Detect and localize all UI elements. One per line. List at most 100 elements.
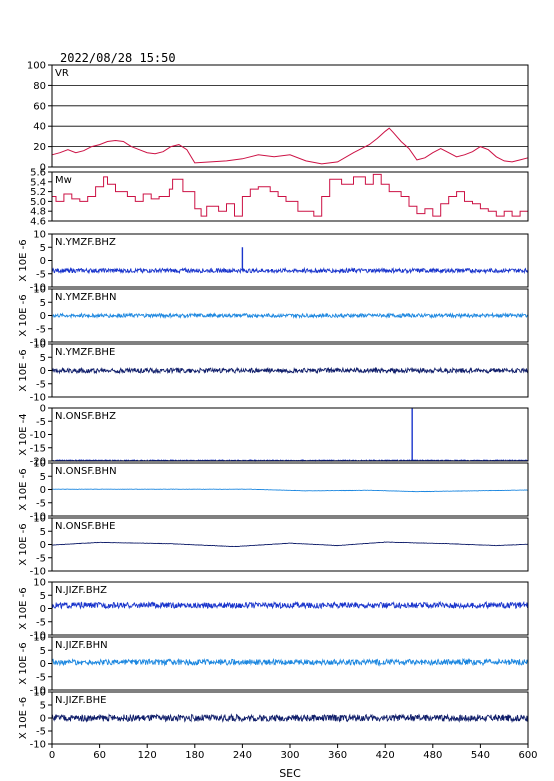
y-tick-label: -20 xyxy=(30,457,46,468)
panel-title: N.ONSF.BHZ xyxy=(55,411,116,422)
y-tick-label: -10 xyxy=(30,740,46,751)
y-tick-label: 0 xyxy=(40,311,46,322)
panel-jizf-bhz: -10 -5 0 5 10 N.JIZF.BHZ X 10E -6 xyxy=(18,578,529,642)
y-tick-label: 100 xyxy=(27,61,46,72)
y-tick-label: -5 xyxy=(36,617,46,628)
y-tick-label: -5 xyxy=(36,553,46,564)
y-tick-label: -5 xyxy=(36,269,46,280)
panel-frame xyxy=(51,64,529,168)
y-tick-label: -5 xyxy=(36,498,46,509)
panel-title: Mw xyxy=(55,175,72,186)
y-tick-label: 5.2 xyxy=(30,187,46,198)
panel-frame xyxy=(51,517,529,572)
y-tick-label: -10 xyxy=(30,430,46,441)
y-tick-label: 5 xyxy=(40,646,46,657)
y-tick-label: -10 xyxy=(30,686,46,697)
y-axis-label: X 10E -6 xyxy=(18,587,29,629)
y-tick-label: -10 xyxy=(30,393,46,404)
panel-onsf-bhz: -20 -15 -10 -5 0 N.ONSF.BHZ X 10E -4 xyxy=(18,404,529,468)
y-tick-label: 5 xyxy=(40,243,46,254)
y-tick-label: 10 xyxy=(33,514,46,525)
panel-title: N.ONSF.BHN xyxy=(55,466,117,477)
y-tick-label: 10 xyxy=(33,230,46,241)
panel-frame xyxy=(51,233,529,288)
panel-title: N.YMZF.BHE xyxy=(55,347,115,358)
x-tick-label: 180 xyxy=(185,750,204,761)
panel-frame xyxy=(51,581,529,636)
y-tick-label: -5 xyxy=(36,727,46,738)
trace-ymzf-bhn xyxy=(51,311,529,320)
y-tick-label: 4.8 xyxy=(30,207,46,218)
y-tick-label: 20 xyxy=(33,142,46,153)
panel-ymzf-bhe: -10 -5 0 5 10 N.YMZF.BHE X 10E -6 xyxy=(18,340,529,404)
y-tick-label: 0 xyxy=(40,714,46,725)
datetime-header: 2022/08/28 15:50 xyxy=(60,51,176,65)
y-axis-label: X 10E -6 xyxy=(18,468,29,510)
y-tick-label: -5 xyxy=(36,379,46,390)
panel-title: N.JIZF.BHN xyxy=(55,640,108,651)
y-tick-label: 4.6 xyxy=(30,217,46,228)
x-tick-label: 240 xyxy=(233,750,252,761)
y-tick-label: 5 xyxy=(40,298,46,309)
y-tick-label: 0 xyxy=(40,256,46,267)
panel-jizf-bhn: -10 -5 0 5 10 N.JIZF.BHN X 10E -6 xyxy=(18,633,529,697)
y-axis-label: X 10E -6 xyxy=(18,239,29,281)
y-tick-label: 10 xyxy=(33,633,46,644)
y-tick-label: 5 xyxy=(40,591,46,602)
x-tick-label: 120 xyxy=(138,750,157,761)
y-tick-label: 5.0 xyxy=(30,197,46,208)
trace-jizf-bhn xyxy=(51,657,529,667)
panel-ymzf-bhz: -10 -5 0 5 10 N.YMZF.BHZ X 10E -6 xyxy=(18,230,529,294)
panel-jizf-bhe: -10 -5 0 5 10 N.JIZF.BHE X 10E -6 xyxy=(18,688,529,751)
panel-title: N.YMZF.BHZ xyxy=(55,237,116,248)
panel-frame xyxy=(51,171,529,222)
x-tick-label: 60 xyxy=(93,750,106,761)
y-tick-label: 5.6 xyxy=(30,168,46,179)
panel-mw: 4.64.85.05.25.45.6 Mw xyxy=(30,168,529,228)
trace-onsf-bhe xyxy=(52,541,528,548)
y-tick-label: -15 xyxy=(30,443,46,454)
y-tick-label: -5 xyxy=(36,324,46,335)
y-tick-label: 60 xyxy=(33,101,46,112)
y-axis-label: X 10E -6 xyxy=(18,697,29,739)
y-axis-label: X 10E -6 xyxy=(18,523,29,565)
y-tick-label: -10 xyxy=(30,283,46,294)
y-tick-label: -10 xyxy=(30,567,46,578)
y-tick-label: -10 xyxy=(30,512,46,523)
x-tick-label: 540 xyxy=(471,750,490,761)
y-axis-label: X 10E -6 xyxy=(18,294,29,336)
y-tick-label: -10 xyxy=(30,338,46,349)
x-axis-label: SEC xyxy=(279,767,301,780)
y-tick-label: 5 xyxy=(40,472,46,483)
y-tick-label: 0 xyxy=(40,163,46,174)
panel-title: VR xyxy=(55,68,69,79)
y-tick-label: 0 xyxy=(40,659,46,670)
panel-frame xyxy=(51,407,529,462)
panel-title: N.JIZF.BHZ xyxy=(55,585,107,596)
y-tick-label: -10 xyxy=(30,631,46,642)
y-tick-label: -5 xyxy=(36,417,46,428)
x-tick-label: 0 xyxy=(49,750,55,761)
x-tick-label: 300 xyxy=(280,750,299,761)
y-tick-label: 0 xyxy=(40,366,46,377)
y-tick-label: 5 xyxy=(40,701,46,712)
panel-ymzf-bhn: -10 -5 0 5 10 N.YMZF.BHN X 10E -6 xyxy=(18,285,529,349)
y-axis-label: X 10E -6 xyxy=(18,349,29,391)
y-tick-label: 40 xyxy=(33,122,46,133)
y-axis-label: X 10E -6 xyxy=(18,642,29,684)
panel-vr: 0 20 40 60 80 100 VR xyxy=(27,61,529,174)
panel-title: N.ONSF.BHE xyxy=(55,521,115,532)
trace-ymzf-bhz xyxy=(51,266,529,275)
panel-onsf-bhe: -10 -5 0 5 10 N.ONSF.BHE X 10E -6 xyxy=(18,514,529,578)
y-tick-label: 10 xyxy=(33,459,46,470)
x-tick-label: 600 xyxy=(518,750,537,761)
y-tick-label: 5 xyxy=(40,353,46,364)
trace-ymzf-bhe xyxy=(51,366,529,375)
y-tick-label: -5 xyxy=(36,672,46,683)
y-tick-label: 10 xyxy=(33,340,46,351)
y-tick-label: 0 xyxy=(40,604,46,615)
trace-jizf-bhe xyxy=(51,713,529,724)
y-tick-label: 10 xyxy=(33,688,46,699)
trace-mw xyxy=(52,173,529,217)
